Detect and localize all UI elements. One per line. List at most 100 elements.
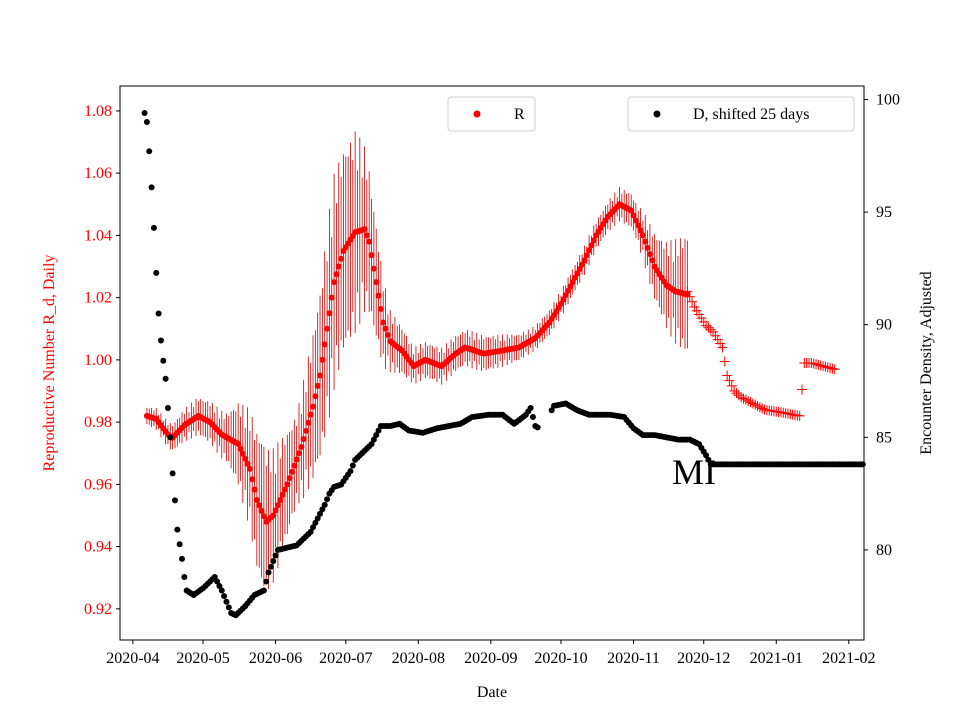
r-point: [270, 512, 277, 519]
right-y-tick-label: 80: [876, 542, 892, 559]
d-point: [347, 468, 354, 475]
r-extrapolated-point: [740, 394, 751, 405]
x-tick-label: 2020-06: [249, 650, 302, 667]
r-point: [272, 507, 279, 514]
r-extrapolated-point: [717, 342, 728, 353]
r-extrapolated-point: [818, 361, 829, 372]
r-point: [319, 356, 326, 363]
r-point: [298, 444, 305, 451]
d-point: [141, 110, 148, 117]
right-y-tick-label: 90: [876, 317, 892, 334]
r-point: [377, 306, 384, 313]
r-extrapolated-point: [738, 393, 749, 404]
r-point: [286, 475, 293, 482]
r-extrapolated-point: [822, 362, 833, 373]
d-point: [859, 461, 866, 468]
r-point: [242, 455, 249, 462]
r-point: [288, 468, 295, 475]
r-point: [274, 502, 281, 509]
r-point: [590, 237, 597, 244]
r-point: [326, 310, 333, 317]
r-extrapolated-point: [797, 384, 807, 395]
r-extrapolated-point: [726, 380, 737, 391]
r-extrapolated-point: [719, 356, 730, 367]
r-point: [251, 486, 258, 493]
legend-d-box: [627, 96, 855, 132]
r-point: [361, 226, 368, 233]
r-extrapolated-point: [712, 334, 723, 345]
d-point: [314, 515, 321, 522]
r-extrapolated-point: [815, 360, 826, 371]
r-point: [333, 271, 340, 278]
r-point: [291, 462, 298, 469]
x-axis-label: Date: [477, 684, 507, 701]
d-point: [176, 541, 183, 548]
r-extrapolated-point: [754, 402, 765, 413]
d-point: [155, 310, 162, 317]
r-extrapolated-point: [684, 291, 695, 302]
d-point: [162, 375, 169, 382]
left-y-tick-label: 1.06: [84, 165, 112, 182]
r-point: [588, 242, 595, 249]
r-extrapolated-point: [747, 398, 758, 409]
d-point: [150, 224, 157, 231]
r-point: [321, 341, 328, 348]
d-point: [705, 456, 712, 463]
d-point: [527, 405, 534, 412]
d-point: [181, 573, 188, 580]
r-extrapolated-point: [808, 358, 819, 369]
d-point: [310, 524, 317, 531]
axes-frame: [119, 85, 865, 641]
left-y-tick-label: 1.04: [84, 227, 112, 244]
r-point: [637, 227, 644, 234]
r-extrapolated-point: [724, 375, 735, 386]
left-y-axis-label: Reproductive Number R_d, Daily: [41, 255, 58, 472]
d-point: [373, 432, 380, 439]
x-tick-label: 2020-12: [677, 650, 730, 667]
r-point: [375, 292, 382, 299]
d-point: [321, 501, 328, 508]
r-point: [370, 265, 377, 272]
d-point: [179, 555, 185, 562]
d-point: [312, 519, 319, 526]
x-tick-label: 2021-02: [822, 650, 875, 667]
d-point: [223, 598, 230, 605]
r-extrapolated-point: [811, 359, 822, 370]
r-point: [628, 207, 635, 214]
r-point: [277, 496, 284, 503]
d-point: [143, 119, 150, 126]
left-y-tick-label: 1.02: [84, 290, 112, 307]
x-tick-label: 2020-10: [534, 650, 587, 667]
r-extrapolated-point: [750, 399, 761, 410]
r-extrapolated-point: [757, 403, 768, 414]
x-tick-label: 2020-08: [392, 650, 445, 667]
x-tick-label: 2020-05: [176, 650, 229, 667]
r-point: [300, 435, 307, 442]
x-tick-label: 2020-09: [464, 650, 517, 667]
x-tick-label: 2021-01: [750, 650, 803, 667]
d-point: [548, 407, 555, 414]
r-extrapolated-point: [752, 400, 763, 411]
r-point: [373, 279, 380, 286]
r-point: [328, 294, 335, 301]
r-extrapolated-point: [806, 358, 817, 368]
legend-r: R: [447, 96, 536, 132]
r-point: [366, 238, 373, 245]
r-point: [258, 507, 265, 514]
d-point: [221, 593, 228, 600]
r-extrapolated-point: [715, 338, 726, 349]
r-point: [239, 450, 246, 457]
r-extrapolated-point: [708, 326, 719, 337]
d-point: [703, 452, 710, 459]
r-point: [635, 222, 642, 229]
r-point: [284, 481, 291, 488]
r-point: [303, 427, 309, 434]
r-extrapolated-point: [794, 410, 805, 421]
d-point: [160, 357, 167, 364]
d-point: [260, 587, 267, 594]
r-extrapolated-point: [829, 364, 840, 375]
d-point: [272, 552, 279, 559]
r-point: [293, 456, 300, 463]
annotation-mi: MI: [672, 452, 716, 492]
